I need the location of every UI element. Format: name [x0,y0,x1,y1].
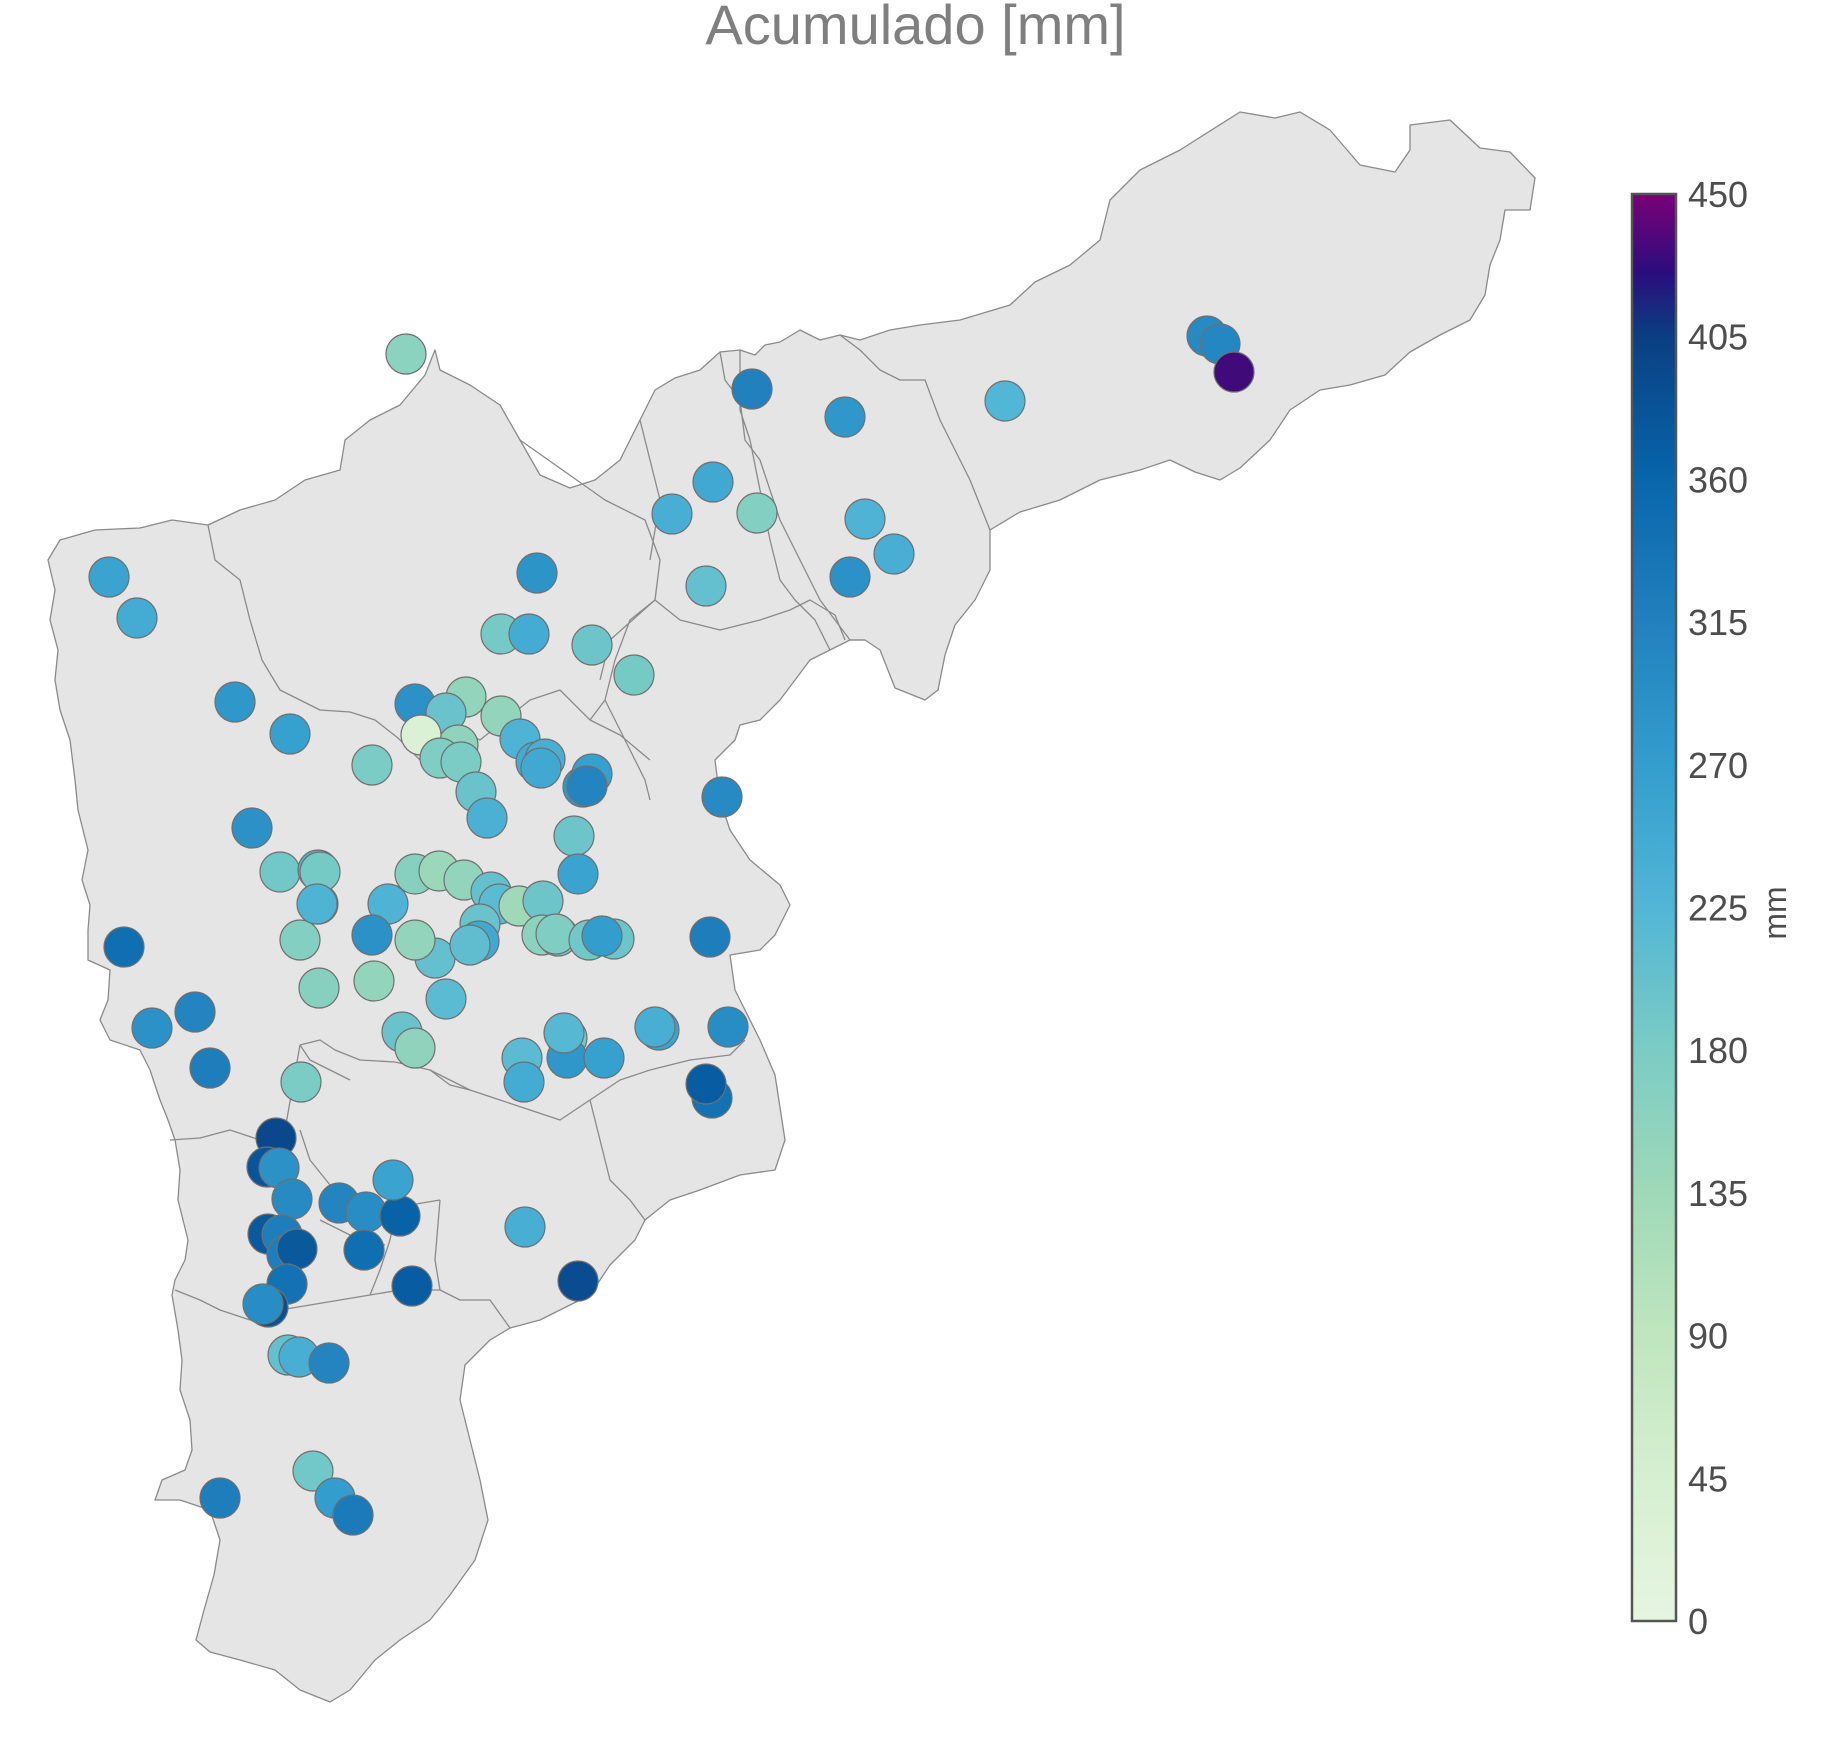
station-marker [259,851,301,893]
station-marker [88,556,130,598]
station-marker [873,533,915,575]
station-marker [351,744,393,786]
station-marker [553,815,595,857]
station-marker [351,914,393,956]
station-marker [844,498,886,540]
station-marker [503,1061,545,1103]
station-marker [829,556,871,598]
station-marker [449,924,491,966]
station-marker [701,776,743,818]
colorbar-tick-label: 225 [1688,888,1748,929]
colorbar-tick-label: 45 [1688,1458,1728,1499]
station-marker [379,1195,421,1237]
station-marker [707,1006,749,1048]
station-marker [131,1007,173,1049]
station-marker [271,1178,313,1220]
station-marker [269,713,311,755]
station-marker [280,1061,322,1103]
station-marker [116,597,158,639]
station-marker [298,967,340,1009]
station-marker [692,461,734,503]
station-marker [296,883,338,925]
station-marker [984,380,1026,422]
station-marker [736,492,778,534]
station-marker [199,1477,241,1519]
map-title: Acumulado [mm] [705,0,1126,56]
station-marker [174,991,216,1033]
colorbar-tick-label: 90 [1688,1316,1728,1357]
colorbar-tick-label: 405 [1688,317,1748,358]
station-marker [651,493,693,535]
colorbar-gradient [1630,192,1678,1623]
station-marker [731,368,773,410]
station-marker [231,807,273,849]
station-marker [189,1047,231,1089]
station-marker [276,1228,318,1270]
colorbar-ticks: 0 45 90 135 180 225 270 315 360 405 450 [1688,174,1748,1642]
station-marker [634,1006,676,1048]
map-regions [47,111,1536,1703]
station-marker [385,333,427,375]
station-marker [103,926,145,968]
station-marker [308,1342,350,1384]
station-marker [214,681,256,723]
station-marker [343,1229,385,1271]
station-marker [571,624,613,666]
colorbar-tick-label: 315 [1688,602,1748,643]
station-marker [242,1283,284,1325]
station-marker [824,396,866,438]
station-marker [504,1206,546,1248]
station-marker [685,565,727,607]
colorbar-label: mm [1757,886,1793,939]
station-marker [466,797,508,839]
region-outline [47,111,1536,1703]
station-marker [292,1450,334,1492]
station-marker [689,916,731,958]
colorbar-tick-label: 270 [1688,745,1748,786]
station-marker [566,765,608,807]
colorbar-tick-label: 180 [1688,1030,1748,1071]
station-marker [425,978,467,1020]
station-marker [543,1012,585,1054]
station-marker [391,1265,433,1307]
colorbar-tick-label: 360 [1688,459,1748,500]
station-marker [583,1037,625,1079]
station-marker [516,552,558,594]
station-marker [508,613,550,655]
station-marker [1213,351,1255,393]
station-marker [613,654,655,696]
station-marker [520,747,562,789]
station-marker [685,1063,727,1105]
station-marker [581,915,623,957]
station-marker [332,1494,374,1536]
colorbar-tick-label: 0 [1688,1601,1708,1642]
station-marker [279,919,321,961]
station-marker [394,1027,436,1069]
station-marker [353,960,395,1002]
station-marker [372,1159,414,1201]
colorbar-tick-label: 450 [1688,174,1748,215]
station-markers [88,315,1255,1536]
colorbar: 0 45 90 135 180 225 270 315 360 405 450 mm [1630,174,1793,1642]
colorbar-tick-label: 135 [1688,1173,1748,1214]
station-marker [394,919,436,961]
station-marker [557,1260,599,1302]
station-marker [557,853,599,895]
